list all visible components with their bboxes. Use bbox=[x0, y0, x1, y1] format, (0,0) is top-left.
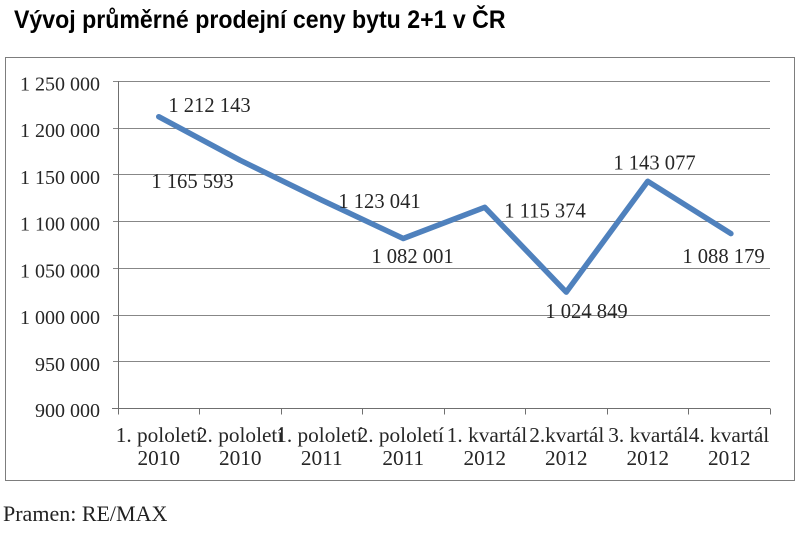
svg-text:1 000 000: 1 000 000 bbox=[20, 307, 100, 329]
svg-text:2012: 2012 bbox=[545, 446, 588, 470]
svg-text:4. kvartál: 4. kvartál bbox=[689, 423, 770, 447]
svg-text:2. pololetí: 2. pololetí bbox=[197, 423, 283, 447]
svg-text:1 024 849: 1 024 849 bbox=[545, 301, 627, 323]
svg-text:2012: 2012 bbox=[626, 446, 669, 470]
svg-text:1 165 593: 1 165 593 bbox=[151, 171, 233, 193]
svg-text:1. kvartál: 1. kvartál bbox=[447, 423, 528, 447]
svg-text:1 123 041: 1 123 041 bbox=[338, 191, 420, 213]
svg-text:1 115 374: 1 115 374 bbox=[504, 201, 586, 223]
svg-text:2012: 2012 bbox=[463, 446, 506, 470]
svg-text:1 050 000: 1 050 000 bbox=[20, 260, 100, 282]
svg-text:1 212 143: 1 212 143 bbox=[168, 95, 250, 117]
svg-text:3. kvartál: 3. kvartál bbox=[608, 423, 689, 447]
svg-text:1 143 077: 1 143 077 bbox=[613, 153, 695, 175]
svg-text:1 100 000: 1 100 000 bbox=[20, 214, 100, 236]
svg-text:1. pololetí: 1. pololetí bbox=[116, 423, 202, 447]
svg-text:950 000: 950 000 bbox=[35, 354, 100, 376]
svg-text:2010: 2010 bbox=[219, 446, 262, 470]
svg-text:1. pololetí: 1. pololetí bbox=[276, 423, 362, 447]
svg-text:1 250 000: 1 250 000 bbox=[20, 73, 100, 95]
svg-text:2. pololetí: 2. pololetí bbox=[358, 423, 444, 447]
svg-text:1 150 000: 1 150 000 bbox=[20, 167, 100, 189]
svg-text:1 200 000: 1 200 000 bbox=[20, 120, 100, 142]
svg-text:900 000: 900 000 bbox=[35, 400, 100, 422]
svg-text:2012: 2012 bbox=[708, 446, 751, 470]
svg-text:1 088 179: 1 088 179 bbox=[682, 246, 764, 268]
svg-text:2010: 2010 bbox=[137, 446, 180, 470]
svg-text:2011: 2011 bbox=[382, 446, 424, 470]
svg-text:1 082 001: 1 082 001 bbox=[371, 246, 453, 268]
svg-text:2011: 2011 bbox=[301, 446, 343, 470]
svg-text:2.kvartál: 2.kvartál bbox=[529, 423, 604, 447]
